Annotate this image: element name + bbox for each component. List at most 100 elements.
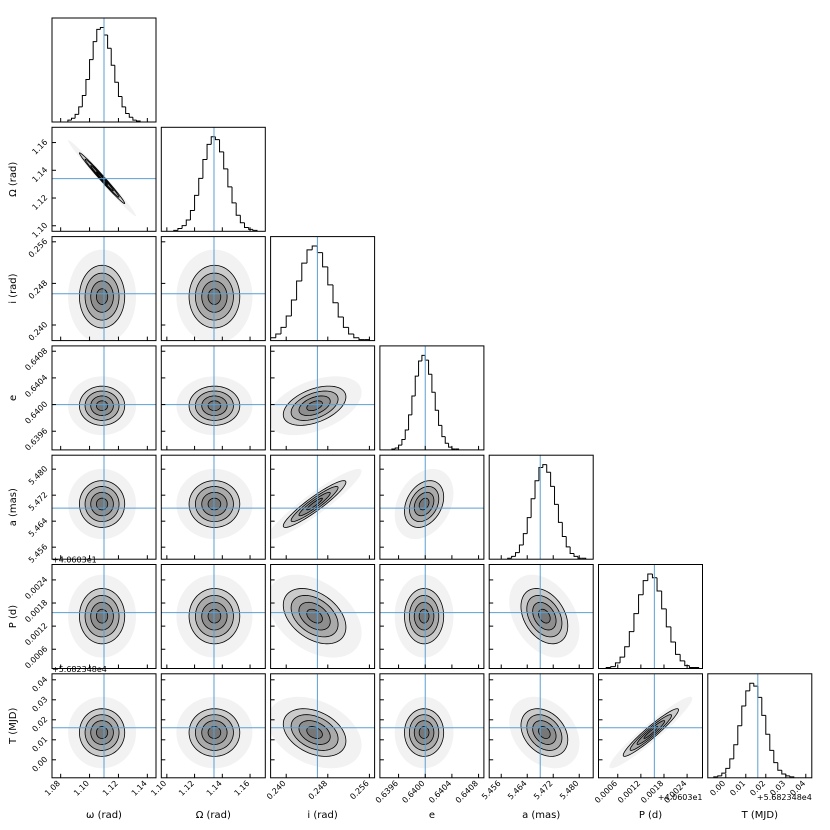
histogram-step bbox=[348, 327, 354, 335]
histogram-step bbox=[651, 573, 658, 579]
histogram-step bbox=[665, 608, 671, 628]
y-tick-label: 5.472 bbox=[27, 490, 50, 513]
panel-frame bbox=[488, 564, 594, 669]
contour bbox=[298, 720, 331, 745]
x-tick-label: 5.472 bbox=[532, 779, 555, 802]
histogram-step bbox=[542, 464, 547, 468]
scatter-halo bbox=[394, 574, 454, 658]
x-tick-label: 1.10 bbox=[72, 779, 91, 798]
contour bbox=[532, 720, 557, 745]
x-tick-label: 1.12 bbox=[101, 779, 120, 798]
histogram-step bbox=[438, 410, 442, 426]
scatter-halo bbox=[394, 696, 454, 769]
histogram-step bbox=[526, 517, 532, 534]
contour bbox=[290, 714, 339, 751]
contour bbox=[78, 708, 126, 757]
y-tick-label: 0.02 bbox=[30, 715, 49, 734]
histogram-step bbox=[431, 374, 436, 393]
panel bbox=[270, 455, 375, 560]
histogram-step bbox=[565, 536, 571, 548]
histogram-step bbox=[434, 392, 439, 411]
panel bbox=[52, 455, 156, 560]
histogram-step bbox=[114, 65, 119, 83]
panel-frame bbox=[160, 564, 266, 669]
histogram-step bbox=[661, 590, 667, 610]
x-tick-label: 0.00 bbox=[708, 779, 727, 798]
contour bbox=[526, 714, 563, 751]
contour bbox=[408, 594, 440, 638]
histogram-step bbox=[235, 202, 241, 216]
contour bbox=[306, 497, 323, 511]
x-tick-label: 0.240 bbox=[265, 779, 288, 802]
histogram-step bbox=[757, 686, 762, 698]
contour bbox=[84, 272, 120, 321]
contour bbox=[78, 480, 126, 528]
y-tick-label: 0.6408 bbox=[23, 346, 49, 372]
histogram-step bbox=[231, 186, 237, 204]
histogram-step bbox=[270, 337, 276, 340]
y-tick-label: 1.14 bbox=[30, 165, 49, 184]
panel bbox=[52, 673, 156, 778]
histogram-step bbox=[614, 662, 621, 667]
contour bbox=[282, 588, 347, 645]
x-tick-label: 0.6396 bbox=[374, 779, 400, 805]
histogram-step bbox=[448, 443, 452, 448]
x-axis-label: T (MJD) bbox=[741, 810, 778, 821]
histogram-step bbox=[285, 315, 292, 328]
histogram-step bbox=[688, 665, 695, 669]
panel bbox=[52, 564, 156, 669]
histogram-step bbox=[67, 119, 72, 122]
contour bbox=[418, 608, 430, 624]
contour bbox=[90, 720, 114, 745]
histogram-step bbox=[342, 316, 349, 328]
histogram-step bbox=[337, 302, 344, 318]
contour bbox=[78, 588, 126, 645]
panel bbox=[713, 673, 795, 778]
y-tick-label: 5.456 bbox=[27, 542, 50, 565]
panel bbox=[605, 564, 700, 669]
panel bbox=[67, 18, 141, 122]
histogram-step bbox=[316, 246, 323, 254]
panel bbox=[265, 236, 370, 341]
histogram-step bbox=[358, 337, 365, 341]
histogram-step bbox=[110, 48, 115, 66]
scatter-halo bbox=[68, 468, 137, 540]
contour bbox=[629, 714, 673, 751]
histogram-step bbox=[71, 117, 76, 121]
y-tick-label: 5.480 bbox=[27, 464, 50, 487]
offset-label: +4.0603e1 bbox=[658, 793, 703, 802]
panel-frame bbox=[51, 673, 157, 779]
histogram-step bbox=[773, 750, 778, 764]
histogram-step bbox=[92, 41, 97, 60]
histogram-step bbox=[737, 725, 742, 745]
histogram-step bbox=[515, 552, 520, 557]
panel-frame bbox=[51, 564, 157, 669]
histogram-step bbox=[125, 106, 130, 114]
histogram-step bbox=[117, 82, 123, 97]
histogram-step bbox=[96, 28, 101, 42]
histogram-step bbox=[721, 772, 726, 776]
histogram-step bbox=[741, 705, 746, 726]
panel-frame bbox=[160, 126, 266, 232]
histogram-step bbox=[128, 113, 133, 118]
y-axis-label: T (MJD) bbox=[8, 708, 19, 745]
histogram-step bbox=[219, 139, 224, 153]
histogram-step bbox=[290, 299, 297, 317]
scatter-halo bbox=[68, 376, 137, 436]
contour bbox=[413, 601, 435, 631]
histogram-step bbox=[311, 245, 318, 250]
y-tick-label: 0.6396 bbox=[23, 426, 49, 452]
histogram-step bbox=[214, 136, 220, 141]
y-tick-label: 0.0018 bbox=[23, 598, 49, 624]
histogram-step bbox=[785, 774, 790, 777]
panel bbox=[52, 236, 156, 341]
panel bbox=[161, 455, 266, 560]
x-tick-label: 0.248 bbox=[307, 779, 330, 802]
contour bbox=[526, 595, 563, 638]
histogram-step bbox=[265, 340, 270, 341]
x-axis-label: ω (rad) bbox=[86, 810, 122, 821]
histogram-step bbox=[394, 447, 399, 449]
panel-frame bbox=[51, 17, 157, 123]
y-axis-label: P (d) bbox=[8, 605, 19, 628]
x-axis-label: Ω (rad) bbox=[196, 810, 231, 821]
